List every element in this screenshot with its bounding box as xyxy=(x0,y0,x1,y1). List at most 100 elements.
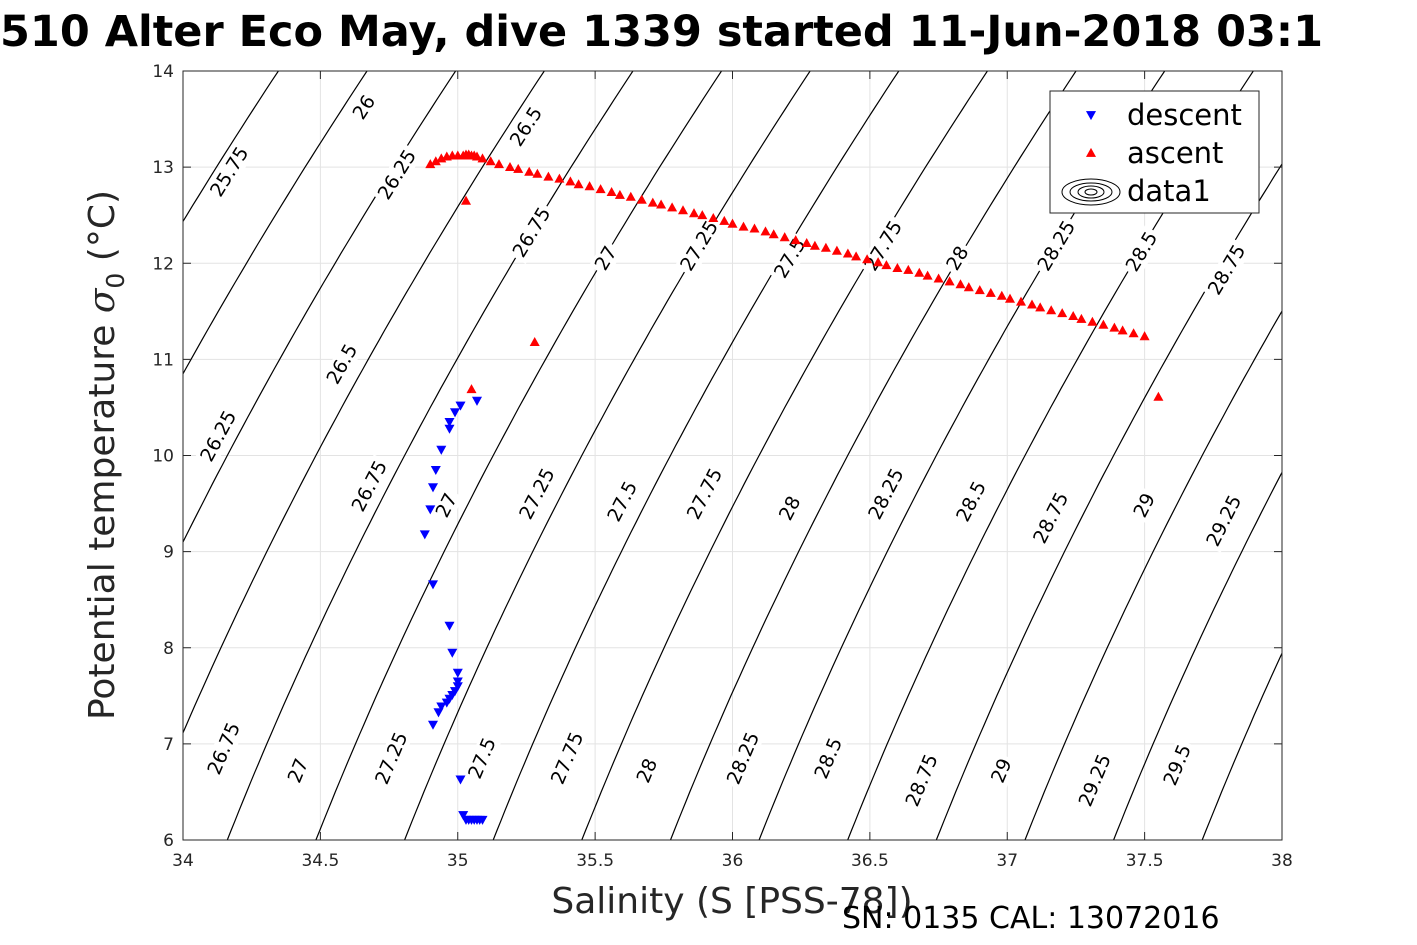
descent-point xyxy=(444,424,455,434)
contour-label-background xyxy=(371,143,423,207)
serial-calibration-note: SN: 0135 CAL: 13072016 xyxy=(842,901,1220,936)
descent-point xyxy=(427,580,439,590)
contour-label-background xyxy=(346,88,382,127)
x-tick-label: 35 xyxy=(447,851,469,871)
contour-label-background xyxy=(900,748,944,813)
descent-point xyxy=(458,811,469,821)
descent-point xyxy=(433,708,444,718)
y-tick-label: 11 xyxy=(152,350,174,370)
contour-label-background xyxy=(985,752,1018,790)
ascent-point xyxy=(532,168,543,178)
ascent-point xyxy=(543,171,554,181)
ascent-point xyxy=(862,254,873,264)
ascent-point xyxy=(1026,299,1038,309)
ascent-point xyxy=(944,276,955,286)
ascent-point xyxy=(504,161,516,171)
contour-label-background xyxy=(1202,238,1252,302)
descent-point xyxy=(436,702,447,712)
ascent-point xyxy=(524,166,535,176)
legend-contour-icon xyxy=(1077,185,1105,199)
ascent-point xyxy=(656,199,667,209)
isopycnal-25.75 xyxy=(183,71,280,223)
ascent-point xyxy=(881,260,892,270)
ascent-point xyxy=(903,264,914,274)
descent-point xyxy=(436,445,447,455)
ascent-point xyxy=(801,237,812,247)
ascent-point xyxy=(996,290,1007,300)
descent-point xyxy=(425,505,436,515)
isopycnal-27.75 xyxy=(581,71,989,840)
contour-label-background xyxy=(320,337,364,391)
isopycnal-29 xyxy=(1024,309,1282,840)
x-axis-label: Salinity (S [PSS-78]) xyxy=(551,881,912,922)
ascent-point xyxy=(768,229,779,239)
contour-label-background xyxy=(940,239,976,278)
y-tick-label: 14 xyxy=(152,62,174,82)
chart-title: 510 Alter Eco May, dive 1339 started 11-… xyxy=(0,7,1324,57)
isopycnal-29.25 xyxy=(1112,471,1282,840)
descent-point xyxy=(452,677,463,687)
contour-label-background xyxy=(506,200,557,265)
legend-ascent-label: ascent xyxy=(1127,136,1223,170)
isopycnal-27.5 xyxy=(492,71,900,840)
ascent-point xyxy=(749,223,760,233)
ascent-point xyxy=(738,221,749,231)
ascent-point xyxy=(677,205,689,215)
contour-label-background xyxy=(674,214,725,278)
ascent-point xyxy=(1117,325,1128,335)
y-axis-label-sigma: σ xyxy=(82,287,123,313)
ascent-point xyxy=(719,215,730,225)
y-axis-label-text: Potential temperature xyxy=(82,313,123,720)
ascent-point xyxy=(842,248,853,258)
legend-descent-marker xyxy=(1085,111,1097,121)
contour-label-background xyxy=(346,454,394,519)
x-tick-label: 35.5 xyxy=(576,851,614,871)
ascent-point xyxy=(955,279,966,289)
ascent-point xyxy=(809,240,820,250)
contour-label-background xyxy=(1027,486,1075,550)
isopycnal-27.25 xyxy=(403,71,811,840)
isopycnal-28 xyxy=(669,71,1077,840)
contour-label-background xyxy=(504,100,549,154)
legend-contour-icon xyxy=(1061,178,1121,206)
ascent-point xyxy=(466,384,477,394)
contour-label-background xyxy=(773,489,807,527)
contour-label-background xyxy=(194,404,243,469)
ascent-point xyxy=(708,212,719,222)
isopycnal-26.75 xyxy=(226,71,634,840)
ascent-point xyxy=(625,191,636,201)
ascent-point xyxy=(554,173,565,183)
contour-label-background xyxy=(809,731,849,785)
ascent-point xyxy=(614,189,625,199)
x-tick-label: 37.5 xyxy=(1126,851,1164,871)
ascent-point xyxy=(477,153,488,163)
isopycnal-29.5 xyxy=(1201,651,1282,840)
ascent-point xyxy=(1035,302,1046,312)
y-tick-label: 10 xyxy=(152,447,174,467)
ascent-point xyxy=(974,285,985,295)
ascent-point xyxy=(1004,293,1016,303)
isopycnal-28.75 xyxy=(935,162,1282,840)
descent-point xyxy=(452,668,463,678)
ascent-point xyxy=(471,151,483,161)
x-tick-label: 34.5 xyxy=(301,851,339,871)
ascent-point xyxy=(513,163,524,173)
ascent-point xyxy=(1153,391,1164,401)
contour-label-background xyxy=(588,239,624,278)
descent-point xyxy=(455,775,466,785)
descent-point xyxy=(477,815,488,825)
isopycnal-27 xyxy=(315,71,723,840)
ascent-point xyxy=(922,270,933,280)
x-tick-label: 36 xyxy=(722,851,744,871)
ascent-point xyxy=(1109,322,1120,332)
x-tick-label: 37 xyxy=(996,851,1018,871)
y-axis-label: Potential temperature σ0 (°C) xyxy=(82,190,130,720)
ascent-point xyxy=(1076,313,1087,323)
contour-label-background xyxy=(601,475,644,529)
legend-contour-icon xyxy=(1069,182,1113,202)
ascent-point xyxy=(485,156,496,166)
y-axis-label-unit: (°C) xyxy=(82,190,123,273)
y-axis-label-subscript: 0 xyxy=(101,273,130,289)
ascent-point xyxy=(667,202,678,212)
